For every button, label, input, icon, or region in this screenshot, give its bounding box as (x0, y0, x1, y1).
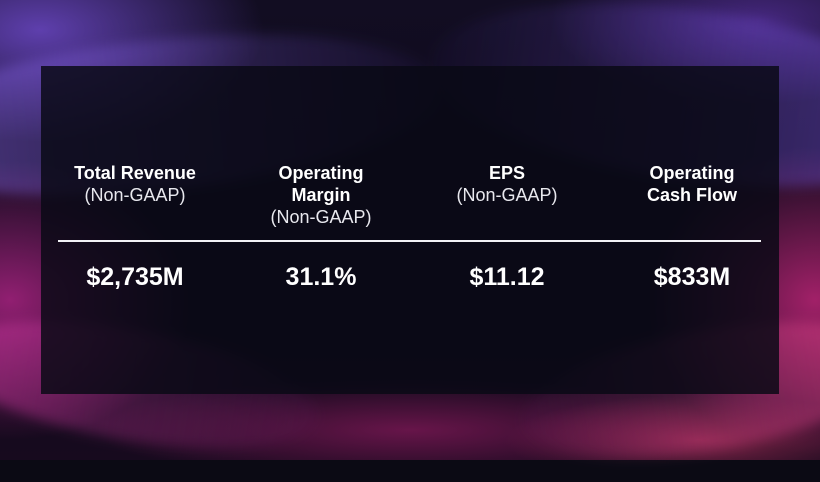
metric-name: Total Revenue (74, 163, 196, 183)
metric-label: EPS (Non-GAAP) (422, 162, 592, 206)
metric-value: $2,735M (86, 263, 184, 291)
metric-label: Operating Cash Flow (607, 162, 777, 206)
metric-value: $833M (653, 263, 731, 291)
metric-name: Operating Cash Flow (646, 163, 737, 205)
metric-value: $11.12 (469, 263, 545, 291)
metric-name: Operating Margin (278, 163, 364, 205)
metric-qualifier: (Non-GAAP) (456, 185, 558, 205)
metric-label: Total Revenue (Non-GAAP) (50, 162, 220, 206)
metric-qualifier: (Non-GAAP) (84, 185, 186, 205)
metric-label: Operating Margin (Non-GAAP) (236, 162, 406, 228)
metric-name: EPS (488, 163, 526, 183)
metric-value: 31.1% (285, 263, 357, 291)
header-divider (58, 240, 761, 242)
metrics-panel: Total Revenue (Non-GAAP) $2,735M Operati… (41, 66, 779, 394)
metric-qualifier: (Non-GAAP) (270, 207, 372, 227)
